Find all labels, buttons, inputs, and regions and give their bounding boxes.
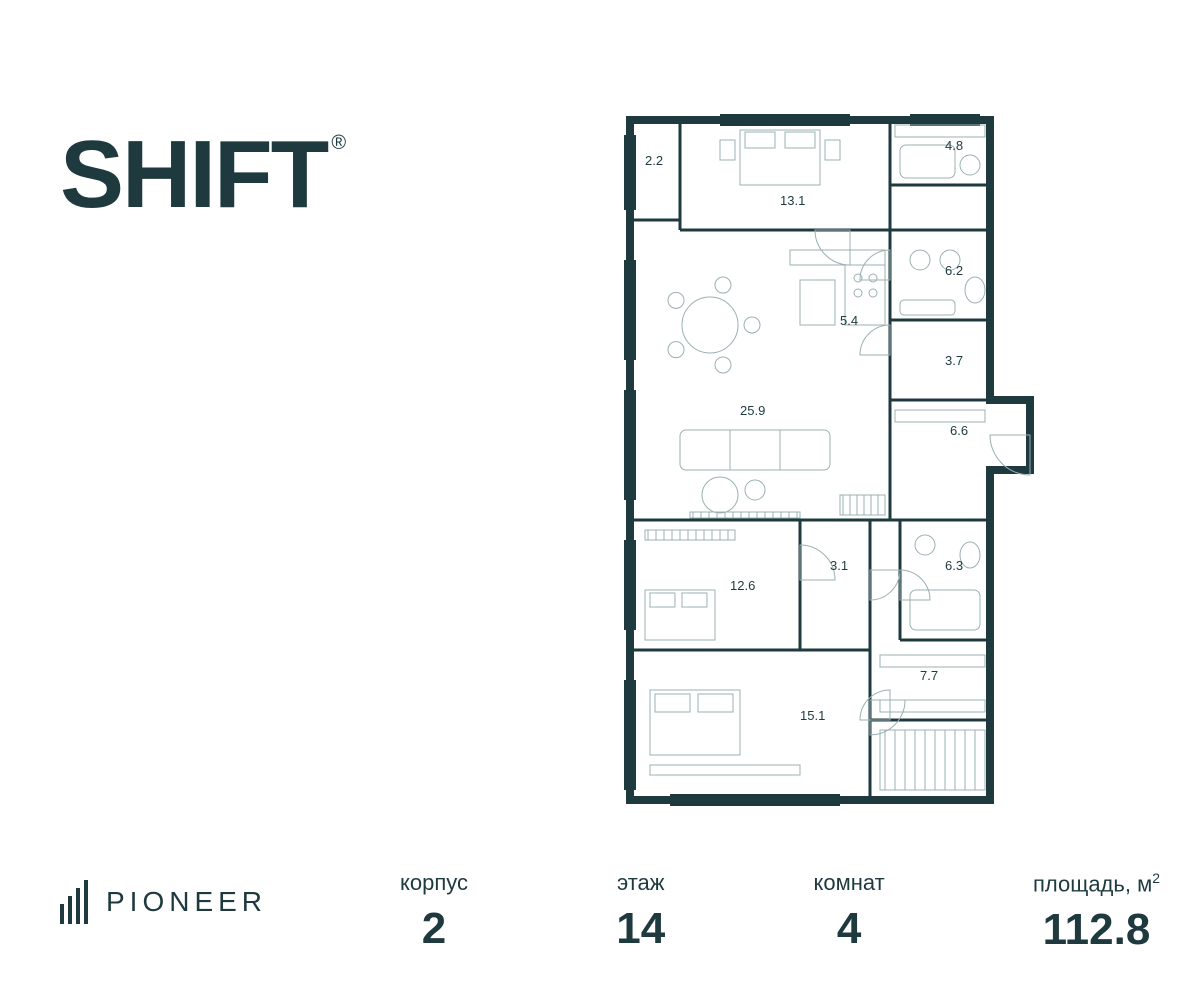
floorplan-diagram: 2.2 13.1 4.8 6.2 5.4 3.7 25.9 6.6 3.1 6.3 12.6 7.7 1…: [590, 100, 1070, 820]
company-logo: PIONEER: [60, 880, 267, 924]
specs-row: корпус 2 этаж 14 комнат 4 площадь, м2 11…: [400, 870, 1160, 955]
registered-mark: ®: [331, 132, 344, 154]
spec-building: корпус 2: [400, 870, 468, 955]
brand-name: SHIFT: [60, 121, 327, 228]
room-area-dressing: 7.7: [920, 668, 938, 683]
spec-building-value: 2: [400, 904, 468, 954]
company-name: PIONEER: [106, 886, 267, 918]
room-area-corridor: 3.1: [830, 558, 848, 573]
room-area-bath2: 6.2: [945, 263, 963, 278]
room-area-bath3: 6.3: [945, 558, 963, 573]
spec-area: площадь, м2 112.8: [1033, 870, 1160, 955]
room-area-bedroom1: 13.1: [780, 193, 805, 208]
room-area-bath1: 4.8: [945, 138, 963, 153]
room-area-balcony: 2.2: [645, 153, 663, 168]
spec-rooms: комнат 4: [814, 870, 885, 955]
company-logo-bars: [60, 880, 88, 924]
brand-logo: SHIFT®: [60, 120, 340, 230]
spec-floor-label: этаж: [616, 870, 665, 896]
spec-area-value: 112.8: [1033, 905, 1160, 955]
room-area-living: 25.9: [740, 403, 765, 418]
spec-floor-value: 14: [616, 904, 665, 954]
room-area-utility: 3.7: [945, 353, 963, 368]
spec-area-label: площадь, м2: [1033, 870, 1160, 897]
floorplan-svg: 2.2 13.1 4.8 6.2 5.4 3.7 25.9 6.6 3.1 6.3 12.6 7.7 1…: [590, 100, 1070, 820]
spec-rooms-value: 4: [814, 904, 885, 954]
spec-floor: этаж 14: [616, 870, 665, 955]
room-area-bedroom3: 15.1: [800, 708, 825, 723]
room-area-kitchen: 5.4: [840, 313, 858, 328]
spec-rooms-label: комнат: [814, 870, 885, 896]
room-area-hall: 6.6: [950, 423, 968, 438]
spec-building-label: корпус: [400, 870, 468, 896]
room-area-bedroom2: 12.6: [730, 578, 755, 593]
